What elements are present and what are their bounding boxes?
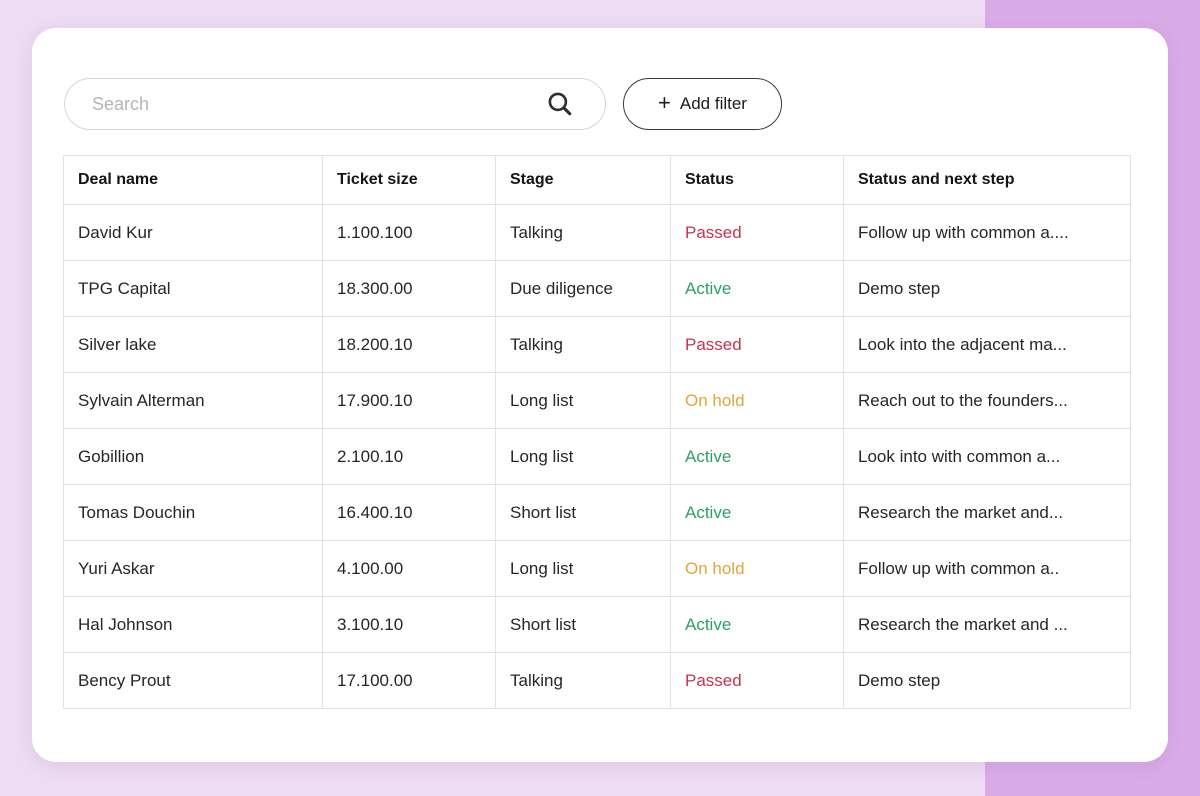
- stage-cell: Due diligence: [496, 261, 671, 317]
- deal-name-cell: Sylvain Alterman: [64, 373, 323, 429]
- column-header-next-step: Status and next step: [844, 156, 1131, 205]
- deal-name-cell: Tomas Douchin: [64, 485, 323, 541]
- main-card: + Add filter Deal name Ticket size Stage…: [32, 28, 1168, 762]
- search-input[interactable]: [64, 78, 606, 130]
- deal-name-cell: TPG Capital: [64, 261, 323, 317]
- plus-icon: +: [658, 92, 671, 114]
- table-row[interactable]: Sylvain Alterman 17.900.10 Long list On …: [64, 373, 1131, 429]
- ticket-size-cell: 18.200.10: [323, 317, 496, 373]
- status-cell: On hold: [671, 373, 844, 429]
- search-icon[interactable]: [545, 89, 575, 119]
- ticket-size-cell: 1.100.100: [323, 205, 496, 261]
- table-row[interactable]: David Kur 1.100.100 Talking Passed Follo…: [64, 205, 1131, 261]
- table-row[interactable]: Bency Prout 17.100.00 Talking Passed Dem…: [64, 653, 1131, 709]
- ticket-size-cell: 16.400.10: [323, 485, 496, 541]
- next-step-cell: Look into the adjacent ma...: [844, 317, 1131, 373]
- next-step-cell: Look into with common a...: [844, 429, 1131, 485]
- ticket-size-cell: 2.100.10: [323, 429, 496, 485]
- stage-cell: Talking: [496, 205, 671, 261]
- next-step-cell: Research the market and ...: [844, 597, 1131, 653]
- status-cell: On hold: [671, 541, 844, 597]
- next-step-cell: Reach out to the founders...: [844, 373, 1131, 429]
- ticket-size-cell: 3.100.10: [323, 597, 496, 653]
- stage-cell: Talking: [496, 653, 671, 709]
- deal-name-cell: Gobillion: [64, 429, 323, 485]
- ticket-size-cell: 17.900.10: [323, 373, 496, 429]
- deal-name-cell: Silver lake: [64, 317, 323, 373]
- next-step-cell: Follow up with common a..: [844, 541, 1131, 597]
- table-row[interactable]: Yuri Askar 4.100.00 Long list On hold Fo…: [64, 541, 1131, 597]
- status-cell: Active: [671, 429, 844, 485]
- status-cell: Passed: [671, 205, 844, 261]
- stage-cell: Long list: [496, 373, 671, 429]
- stage-cell: Talking: [496, 317, 671, 373]
- add-filter-button[interactable]: + Add filter: [623, 78, 782, 130]
- stage-cell: Short list: [496, 597, 671, 653]
- deal-name-cell: Hal Johnson: [64, 597, 323, 653]
- deal-name-cell: Bency Prout: [64, 653, 323, 709]
- table-row[interactable]: Tomas Douchin 16.400.10 Short list Activ…: [64, 485, 1131, 541]
- column-header-status: Status: [671, 156, 844, 205]
- stage-cell: Short list: [496, 485, 671, 541]
- stage-cell: Long list: [496, 429, 671, 485]
- table-header-row: Deal name Ticket size Stage Status Statu…: [64, 156, 1131, 205]
- deal-name-cell: Yuri Askar: [64, 541, 323, 597]
- column-header-stage: Stage: [496, 156, 671, 205]
- table-row[interactable]: Hal Johnson 3.100.10 Short list Active R…: [64, 597, 1131, 653]
- table-row[interactable]: Gobillion 2.100.10 Long list Active Look…: [64, 429, 1131, 485]
- status-cell: Passed: [671, 317, 844, 373]
- ticket-size-cell: 17.100.00: [323, 653, 496, 709]
- column-header-ticket-size: Ticket size: [323, 156, 496, 205]
- deals-table: Deal name Ticket size Stage Status Statu…: [63, 155, 1131, 709]
- status-cell: Active: [671, 597, 844, 653]
- next-step-cell: Follow up with common a....: [844, 205, 1131, 261]
- add-filter-label: Add filter: [680, 94, 747, 114]
- ticket-size-cell: 18.300.00: [323, 261, 496, 317]
- stage-cell: Long list: [496, 541, 671, 597]
- status-cell: Active: [671, 485, 844, 541]
- status-cell: Passed: [671, 653, 844, 709]
- ticket-size-cell: 4.100.00: [323, 541, 496, 597]
- next-step-cell: Demo step: [844, 261, 1131, 317]
- next-step-cell: Demo step: [844, 653, 1131, 709]
- deal-name-cell: David Kur: [64, 205, 323, 261]
- column-header-deal-name: Deal name: [64, 156, 323, 205]
- table-row[interactable]: TPG Capital 18.300.00 Due diligence Acti…: [64, 261, 1131, 317]
- table-row[interactable]: Silver lake 18.200.10 Talking Passed Loo…: [64, 317, 1131, 373]
- next-step-cell: Research the market and...: [844, 485, 1131, 541]
- status-cell: Active: [671, 261, 844, 317]
